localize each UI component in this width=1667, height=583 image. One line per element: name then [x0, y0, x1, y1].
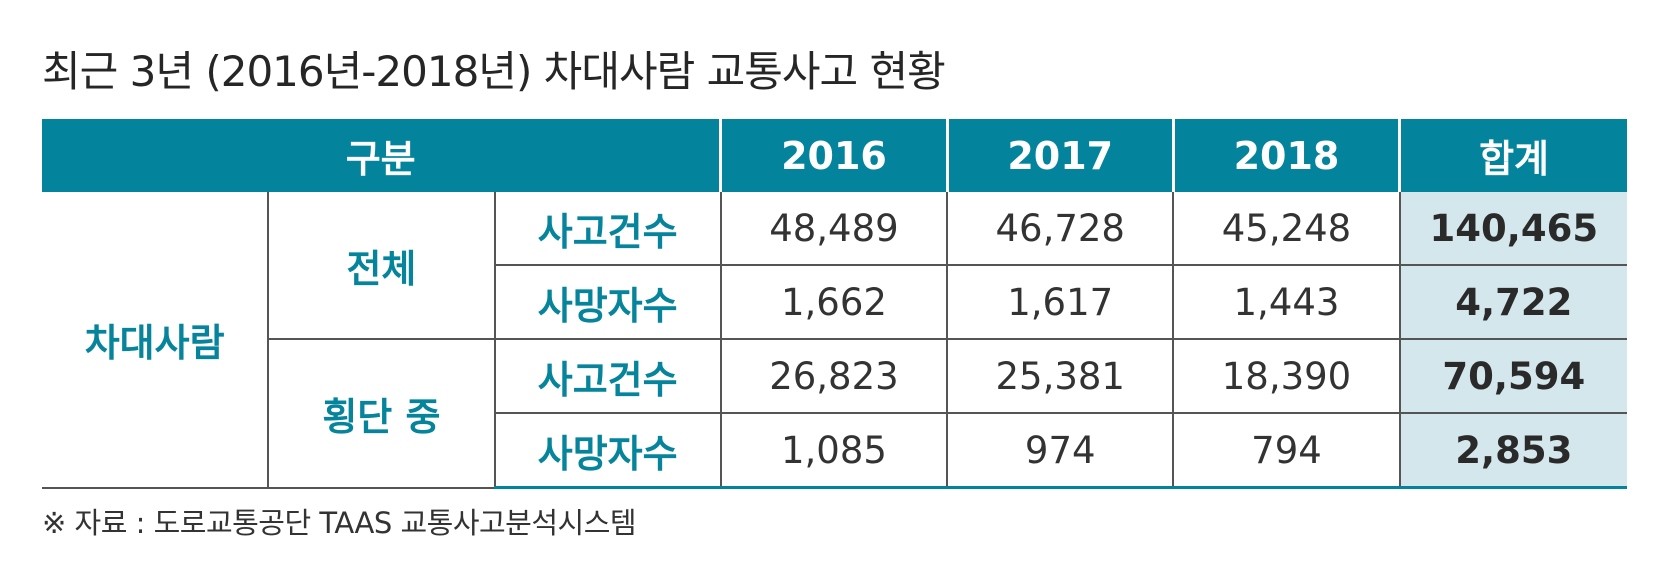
- row-label: 사망자수: [493, 412, 722, 489]
- row-label: 사고건수: [493, 192, 722, 266]
- table-row: 사망자수 1,662 1,617 1,443 4,722: [42, 264, 1627, 340]
- cell-total: 140,465: [1398, 192, 1627, 266]
- row-label: 사망자수: [493, 264, 722, 340]
- source-note: ※ 자료 : 도로교통공단 TAAS 교통사고분석시스템: [42, 506, 637, 540]
- cell-value: 46,728: [946, 192, 1175, 266]
- group-label: 차대사람: [42, 192, 270, 489]
- cell-value: 1,443: [1172, 264, 1401, 340]
- section-label-total: 전체: [267, 192, 496, 340]
- accident-stats-table: 구분 2016 2017 2018 합계 차대사람 전체 사고건수 48,489…: [42, 119, 1627, 489]
- section-label-crossing: 횡단 중: [267, 338, 496, 489]
- table-row: 차대사람 전체 사고건수 48,489 46,728 45,248 140,46…: [42, 192, 1627, 489]
- table-row: 사망자수 1,085 974 794 2,853: [42, 412, 1627, 489]
- cell-value: 794: [1172, 412, 1401, 489]
- cell-total: 2,853: [1398, 412, 1627, 489]
- table-row: 횡단 중 사고건수 26,823 25,381 18,390 70,594: [42, 338, 1627, 489]
- header-total: 합계: [1399, 119, 1627, 192]
- cell-value: 1,085: [719, 412, 949, 489]
- cell-value: 45,248: [1172, 192, 1401, 266]
- header-year-2017: 2017: [947, 119, 1175, 192]
- header-year-2016: 2016: [720, 119, 949, 192]
- row-label: 사고건수: [493, 338, 722, 414]
- cell-value: 974: [946, 412, 1175, 489]
- cell-value: 48,489: [719, 192, 949, 266]
- page-title: 최근 3년 (2016년-2018년) 차대사람 교통사고 현황: [42, 47, 946, 96]
- cell-value: 25,381: [946, 338, 1175, 414]
- cell-value: 18,390: [1172, 338, 1401, 414]
- header-category: 구분: [42, 119, 723, 192]
- cell-value: 26,823: [719, 338, 949, 414]
- cell-total: 70,594: [1398, 338, 1627, 414]
- cell-total: 4,722: [1398, 264, 1627, 340]
- cell-value: 1,617: [946, 264, 1175, 340]
- header-year-2018: 2018: [1173, 119, 1402, 192]
- cell-value: 1,662: [719, 264, 949, 340]
- table-header-row: 구분 2016 2017 2018 합계: [42, 119, 1627, 192]
